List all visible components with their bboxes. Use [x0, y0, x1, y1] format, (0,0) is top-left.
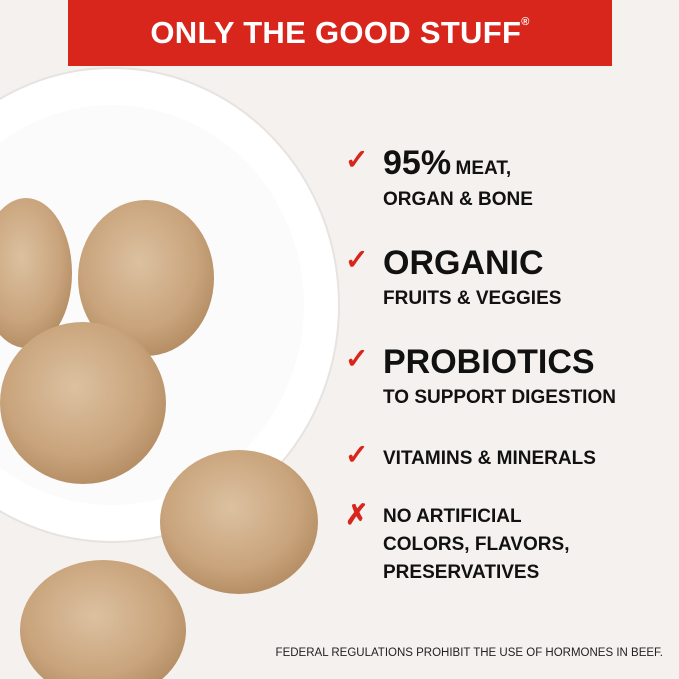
check-icon: ✓: [345, 439, 369, 470]
feature-subtext: COLORS, FLAVORS,: [383, 534, 570, 555]
check-icon: ✓: [345, 144, 369, 175]
feature-probiotics: ✓ PROBIOTICS TO SUPPORT DIGESTION: [345, 342, 665, 432]
feature-meat: ✓ 95% MEAT, ORGAN & BONE: [345, 143, 665, 233]
feature-subtext: TO SUPPORT DIGESTION: [383, 387, 616, 408]
title-banner: ONLY THE GOOD STUFF®: [68, 0, 612, 66]
feature-subtext: VITAMINS & MINERALS: [383, 448, 596, 469]
feature-subtext: PRESERVATIVES: [383, 562, 540, 583]
x-icon: ✗: [345, 499, 369, 530]
food-patty: [160, 450, 318, 594]
product-photo: [0, 67, 340, 679]
feature-organic: ✓ ORGANIC FRUITS & VEGGIES: [345, 243, 665, 333]
feature-subtext: MEAT,: [455, 158, 512, 179]
banner-title: ONLY THE GOOD STUFF®: [150, 15, 530, 50]
check-icon: ✓: [345, 244, 369, 275]
feature-headline: 95%: [383, 144, 452, 182]
feature-vitamins: ✓ VITAMINS & MINERALS: [345, 438, 665, 528]
feature-headline: PROBIOTICS: [383, 343, 595, 381]
feature-subtext: ORGAN & BONE: [383, 189, 533, 210]
feature-no-artificial: ✗ NO ARTIFICIAL COLORS, FLAVORS, PRESERV…: [345, 498, 665, 588]
feature-subtext: FRUITS & VEGGIES: [383, 288, 562, 309]
food-patty: [78, 200, 214, 356]
food-patty: [0, 322, 166, 484]
food-patty: [20, 560, 186, 679]
check-icon: ✓: [345, 343, 369, 374]
feature-headline: ORGANIC: [383, 244, 544, 282]
footnote: FEDERAL REGULATIONS PROHIBIT THE USE OF …: [275, 647, 663, 659]
food-patty: [0, 198, 72, 348]
feature-subtext: NO ARTIFICIAL: [383, 506, 522, 527]
registered-mark: ®: [521, 16, 530, 28]
